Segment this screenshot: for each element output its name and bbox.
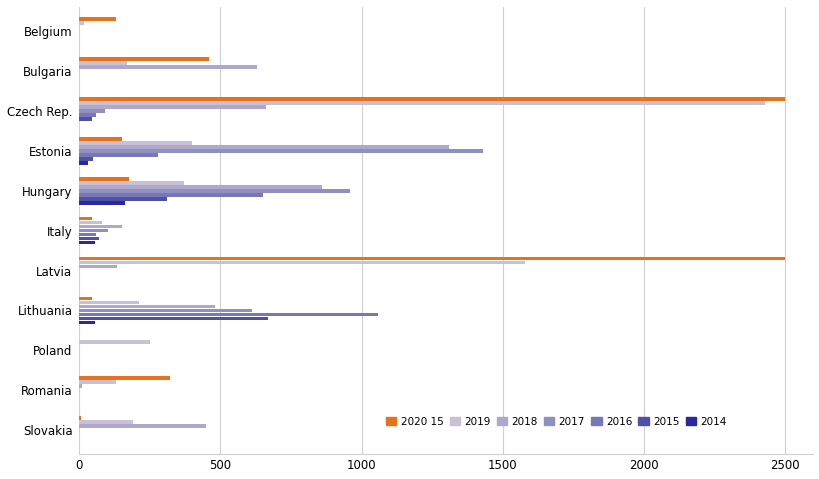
Bar — [79, 228, 107, 232]
Legend: 2020 15, 2019, 2018, 2017, 2016, 2015, 2014: 2020 15, 2019, 2018, 2017, 2016, 2015, 2… — [382, 413, 730, 431]
Bar — [79, 137, 121, 141]
Bar — [79, 217, 92, 220]
Bar — [79, 65, 257, 69]
Bar — [79, 424, 206, 428]
Bar — [79, 308, 251, 312]
Bar — [79, 117, 92, 121]
Bar — [79, 141, 192, 145]
Bar — [79, 17, 116, 21]
Bar — [79, 181, 183, 184]
Bar — [79, 264, 117, 268]
Bar — [79, 257, 784, 261]
Bar — [79, 237, 99, 240]
Bar — [79, 201, 124, 205]
Bar — [79, 376, 170, 380]
Bar — [79, 57, 209, 61]
Bar — [79, 341, 150, 344]
Bar — [79, 101, 764, 105]
Bar — [79, 421, 133, 424]
Bar — [79, 105, 265, 109]
Bar — [79, 153, 158, 157]
Bar — [79, 416, 81, 420]
Bar — [79, 61, 127, 65]
Bar — [79, 197, 166, 201]
Bar — [79, 312, 378, 316]
Bar — [79, 157, 93, 160]
Bar — [79, 317, 268, 320]
Bar — [79, 221, 102, 225]
Bar — [79, 380, 116, 384]
Bar — [79, 189, 350, 193]
Bar — [79, 113, 96, 117]
Bar — [79, 233, 96, 237]
Bar — [79, 320, 95, 324]
Bar — [79, 385, 82, 388]
Bar — [79, 97, 784, 101]
Bar — [79, 185, 322, 189]
Bar — [79, 149, 482, 153]
Bar — [79, 261, 525, 264]
Bar — [79, 21, 84, 25]
Bar — [79, 225, 121, 228]
Bar — [79, 177, 129, 181]
Bar — [79, 145, 449, 148]
Bar — [79, 300, 138, 304]
Bar — [79, 109, 105, 113]
Bar — [79, 193, 262, 196]
Bar — [79, 161, 88, 165]
Bar — [79, 305, 215, 308]
Bar — [79, 297, 92, 300]
Bar — [79, 240, 95, 244]
